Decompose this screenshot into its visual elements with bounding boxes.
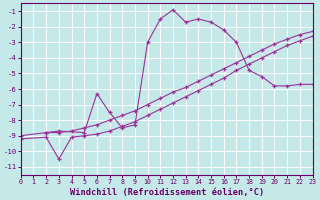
X-axis label: Windchill (Refroidissement éolien,°C): Windchill (Refroidissement éolien,°C) bbox=[69, 188, 264, 197]
